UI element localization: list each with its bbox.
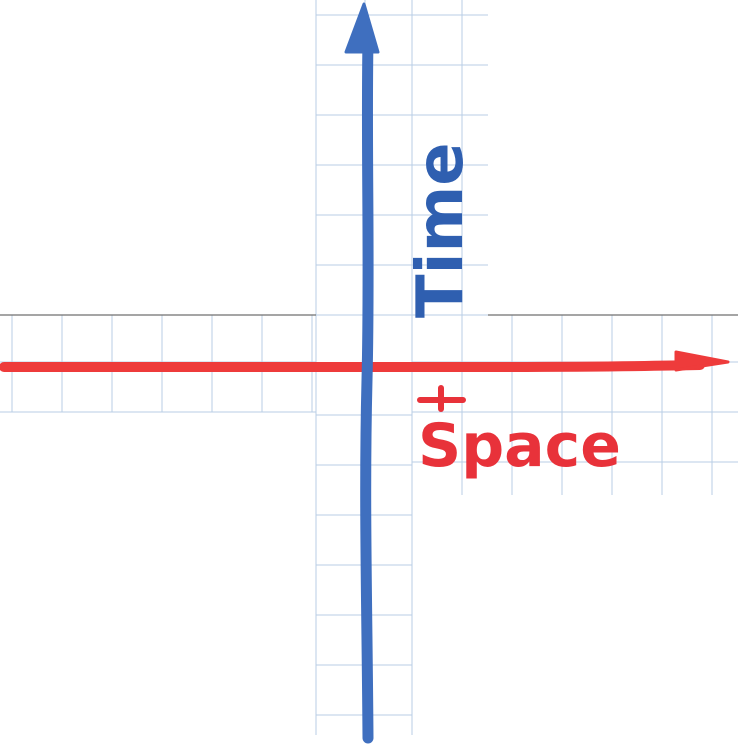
space-axis-arrowhead: [674, 350, 730, 372]
time-axis-label: Time: [404, 142, 478, 318]
space-axis-line: [0, 360, 705, 373]
space-axis-label-group: Space: [417, 385, 621, 481]
space-axis-label: Space: [418, 411, 621, 481]
space-vector-mark: [417, 385, 466, 412]
time-axis-arrowhead: [344, 2, 380, 54]
time-axis: [344, 2, 380, 744]
space-axis: [0, 350, 730, 373]
time-axis-line: [360, 34, 374, 744]
